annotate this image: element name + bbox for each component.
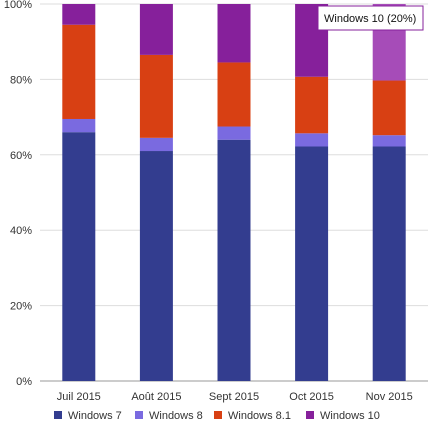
axis-layer: 0% 20% 40% 60% 80% 100% Juil 2015 Août 2015 Sept…	[4, 0, 413, 403]
bar-segment[interactable]	[295, 133, 329, 147]
x-tick-label: Sept 2015	[209, 391, 259, 403]
bar-segment[interactable]	[62, 24, 96, 119]
x-tick-label: Juil 2015	[57, 391, 101, 403]
bar-segment[interactable]	[217, 139, 251, 381]
y-tick-label: 100%	[4, 0, 32, 11]
y-tick-label: 80%	[10, 74, 32, 86]
tooltip-box	[317, 5, 424, 31]
bar-segment[interactable]	[217, 4, 251, 63]
legend-swatch	[214, 411, 222, 419]
y-tick-label: 40%	[10, 225, 32, 237]
legend-swatch	[54, 411, 62, 419]
x-tick-label: Août 2015	[131, 391, 181, 403]
tooltip-text: Windows 10 (20%)	[324, 13, 416, 25]
bar-segment[interactable]	[62, 4, 96, 25]
bars-layer	[62, 4, 406, 381]
legend-label: Windows 10	[320, 410, 380, 421]
legend: Windows 7 Windows 8 Windows 8.1 Windows 10	[54, 410, 380, 421]
bar-segment[interactable]	[62, 132, 96, 381]
bar-segment[interactable]	[372, 135, 406, 147]
bar-segment[interactable]	[372, 80, 406, 136]
bar-segment[interactable]	[295, 146, 329, 381]
tooltip: Windows 10 (20%)	[317, 5, 424, 31]
bar-segment[interactable]	[372, 146, 406, 381]
legend-item[interactable]: Windows 8.1	[214, 410, 291, 421]
legend-item[interactable]: Windows 8	[135, 410, 203, 421]
bar-segment[interactable]	[139, 54, 173, 138]
legend-item[interactable]: Windows 10	[306, 410, 380, 421]
y-tick-label: 60%	[10, 150, 32, 162]
y-tick-label: 20%	[10, 301, 32, 313]
legend-swatch	[135, 411, 143, 419]
bar-segment[interactable]	[139, 151, 173, 381]
bar-segment[interactable]	[217, 126, 251, 140]
bar-segment[interactable]	[139, 137, 173, 152]
bar-segment[interactable]	[139, 4, 173, 55]
x-tick-label: Nov 2015	[366, 391, 413, 403]
legend-label: Windows 8.1	[228, 410, 291, 421]
x-tick-label: Oct 2015	[289, 391, 334, 403]
legend-item[interactable]: Windows 7	[54, 410, 122, 421]
bar-segment[interactable]	[217, 62, 251, 127]
legend-label: Windows 8	[149, 410, 203, 421]
legend-swatch	[306, 411, 314, 419]
bar-segment[interactable]	[295, 76, 329, 134]
y-tick-label: 0%	[16, 376, 32, 388]
bar-segment[interactable]	[62, 118, 96, 133]
legend-label: Windows 7	[68, 410, 122, 421]
